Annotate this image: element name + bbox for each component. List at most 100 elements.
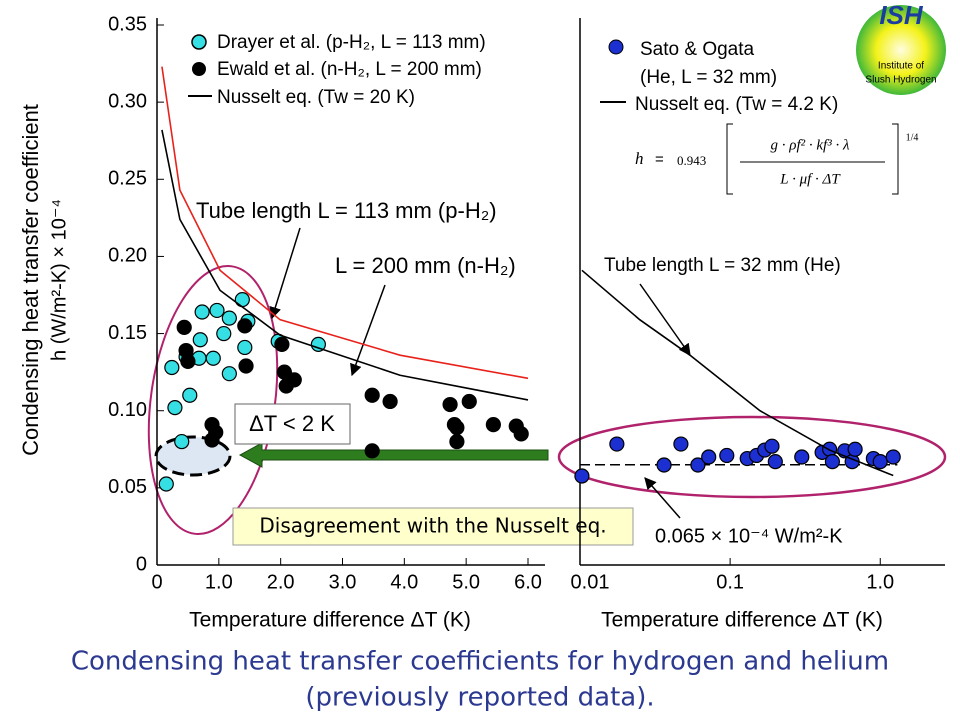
y-axis-label: h (W/m²-K) × 10⁻⁴: [48, 199, 70, 361]
bracket: [726, 123, 899, 195]
y-tick-label: 0.10: [108, 399, 147, 421]
data-point: [192, 332, 208, 348]
annotation: Tube length L = 32 mm (He): [604, 255, 841, 276]
caption: Condensing heat transfer coefficients fo…: [71, 647, 889, 677]
data-point: [485, 417, 501, 433]
legend-label: Nusselt eq. (Tw = 4.2 K): [635, 94, 838, 115]
caption: (previously reported data).: [305, 683, 654, 713]
data-point: [180, 353, 196, 369]
data-point: [574, 468, 590, 484]
legend-marker: [608, 39, 624, 55]
data-point: [194, 304, 210, 320]
formula-coef: 0.943: [677, 153, 706, 168]
legend-label: Ewald et al. (n-H₂, L = 200 mm): [217, 59, 482, 80]
x-axis-label: Temperature difference ΔT (K): [189, 609, 471, 632]
data-point: [286, 372, 302, 388]
highlight-ellipse: [557, 415, 947, 499]
nusselt-line: [161, 66, 529, 380]
reference-label: 0.065 × 10⁻⁴ W/m²-K: [655, 525, 843, 547]
formula-eq: =: [655, 151, 664, 168]
legend-label: Drayer et al. (p-H₂, L = 113 mm): [217, 32, 486, 53]
green-arrow: [238, 442, 549, 468]
data-point: [764, 438, 780, 454]
data-point: [209, 302, 225, 319]
x-tick-label: 0.1: [716, 571, 744, 593]
x-tick-label: 1.0: [866, 571, 894, 593]
logo-circle: [856, 5, 946, 95]
legend-marker: [191, 34, 207, 50]
data-point: [274, 336, 290, 352]
data-point: [221, 310, 237, 326]
y-tick-label: 0.15: [108, 322, 147, 344]
logo-text: Institute of: [878, 61, 924, 72]
legend-label: (He, L = 32 mm): [640, 67, 777, 88]
plot-layer: ISH Institute of Slush Hydrogen Condensi…: [18, 0, 947, 713]
data-point: [442, 396, 458, 413]
data-point: [204, 432, 220, 448]
x-tick-label: 4.0: [390, 571, 418, 593]
x-tick-label: 1.0: [205, 571, 233, 593]
data-point: [221, 366, 237, 382]
logo-text: Slush Hydrogen: [865, 75, 936, 86]
y-tick-label: 0.35: [108, 13, 147, 35]
legend-label: Sato & Ogata: [640, 39, 755, 60]
arrow: [644, 477, 681, 519]
formula-exponent: 1/4: [906, 132, 919, 143]
x-axis-label: Temperature difference ΔT (K): [601, 609, 883, 632]
data-point: [237, 339, 253, 356]
data-point: [701, 449, 717, 465]
data-point: [238, 358, 254, 374]
arrow: [639, 283, 691, 356]
data-point: [158, 476, 174, 492]
nusselt-line: [581, 269, 894, 477]
data-point: [719, 447, 735, 464]
arrow: [350, 284, 386, 377]
data-point: [673, 436, 689, 452]
logo-title: ISH: [879, 0, 924, 30]
nusselt-line: [161, 129, 529, 401]
arrow: [269, 227, 301, 320]
x-tick-label: 3.0: [329, 571, 357, 593]
annotation-box: [234, 403, 351, 445]
annotation-box: [232, 507, 634, 546]
formula-numerator: g · ρf² · kf³ · λ: [771, 137, 850, 153]
data-point: [656, 457, 672, 473]
data-point: [310, 336, 326, 352]
x-tick-label: 0: [151, 571, 162, 593]
x-tick-label: 0.01: [571, 571, 610, 593]
y-tick-label: 0.20: [108, 245, 147, 267]
data-point: [449, 420, 465, 436]
annotation: Disagreement with the Nusselt eq.: [259, 514, 606, 538]
y-tick-label: 0.30: [108, 90, 147, 112]
annotation: L = 200 mm (n-H₂): [335, 253, 516, 278]
legend-marker: [192, 62, 206, 76]
data-point: [182, 387, 198, 403]
data-point: [237, 318, 253, 334]
data-point: [176, 319, 192, 335]
data-point: [216, 325, 232, 342]
formula: h = 0.943 g · ρf² · kf³ · λ L · μf · ΔT …: [635, 123, 919, 195]
y-axis-label: Condensing heat transfer coefficient: [18, 104, 43, 456]
data-point: [690, 457, 706, 473]
x-tick-label: 6.0: [514, 571, 542, 593]
data-point: [824, 454, 841, 470]
data-point: [767, 454, 783, 470]
y-tick-label: 0: [136, 553, 147, 575]
data-point: [382, 393, 398, 410]
data-point: [513, 426, 529, 442]
data-point: [461, 393, 477, 410]
data-point: [872, 454, 888, 470]
annotation: Tube length L = 113 mm (p-H₂): [196, 198, 497, 223]
x-tick-label: 5.0: [452, 571, 480, 593]
data-point: [609, 436, 625, 452]
data-point: [364, 443, 380, 459]
data-point: [205, 350, 221, 366]
data-point: [174, 433, 190, 450]
data-point: [364, 387, 380, 403]
data-point: [847, 441, 863, 457]
annotation: ΔT < 2 K: [249, 411, 335, 436]
legend-label: Nusselt eq. (Tw = 20 K): [217, 87, 415, 108]
data-point: [794, 449, 810, 465]
formula-denominator: L · μf · ΔT: [779, 171, 841, 187]
